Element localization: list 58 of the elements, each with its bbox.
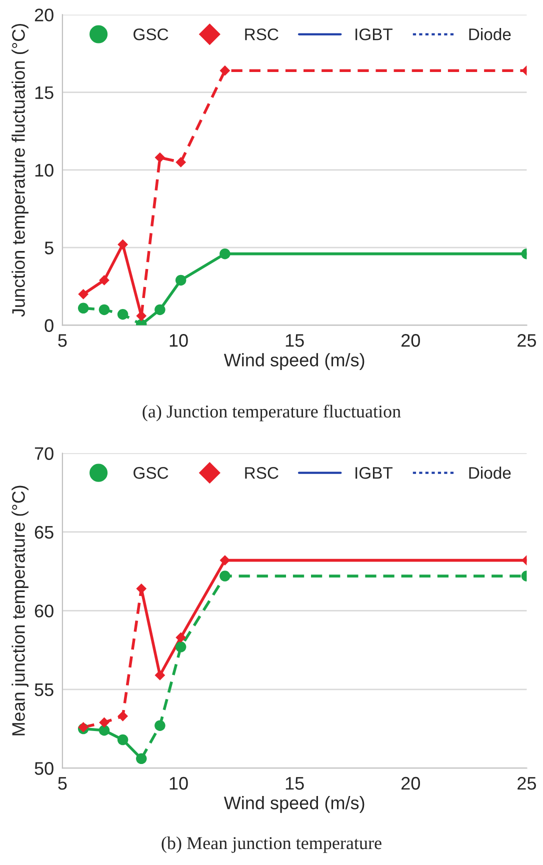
point: [220, 65, 230, 76]
point: [176, 157, 186, 168]
x-tick-label: 20: [402, 334, 420, 347]
legend-label: IGBT: [356, 28, 393, 40]
point: [78, 288, 89, 300]
point: [98, 724, 110, 736]
y-tick-label: 60: [34, 604, 54, 618]
y-axis-title: Mean junction temperature (°C): [12, 486, 28, 736]
point: [220, 248, 230, 260]
y-tick-label: 50: [34, 762, 54, 775]
point: [118, 710, 128, 722]
legend-label: GSC: [134, 28, 168, 40]
legend-label: RSC: [245, 28, 278, 40]
x-tick-label: 25: [518, 334, 536, 347]
x-tick-label: 15: [286, 777, 304, 790]
legend-label: IGBT: [356, 467, 393, 479]
x-tick-label: 5: [58, 334, 67, 347]
y-tick-label: 70: [34, 447, 54, 460]
y-tick-label: 65: [34, 526, 54, 539]
point: [136, 753, 147, 764]
x-tick-label: 15: [286, 334, 304, 347]
x-tick-label: 10: [170, 776, 188, 790]
legend-label: RSC: [245, 467, 278, 479]
point: [98, 304, 110, 316]
point: [117, 308, 128, 320]
point: [154, 720, 166, 731]
y-axis-title: Junction temperature fluctuation (°C): [12, 24, 28, 317]
y-tick-label: 55: [34, 684, 54, 696]
text: (a) Junction temperature fluctuation: [142, 404, 401, 422]
legend-label: Diode: [469, 28, 511, 40]
point: [220, 570, 230, 582]
point: [175, 274, 186, 286]
text: (b) Mean junction temperature: [162, 836, 382, 853]
point: [154, 304, 166, 316]
x-axis-title: Wind speed (m/s): [224, 796, 364, 813]
point: [154, 670, 166, 680]
point: [117, 734, 128, 746]
point: [154, 152, 166, 163]
y-tick-label: 0: [44, 319, 54, 332]
legend-label: Diode: [469, 466, 511, 479]
point: [220, 555, 230, 566]
y-tick-label: 5: [44, 242, 54, 254]
point: [136, 310, 147, 322]
point: [118, 239, 128, 250]
point: [78, 302, 89, 314]
y-tick-label: 15: [35, 86, 54, 100]
y-tick-label: 10: [35, 164, 54, 177]
x-tick-label: 20: [402, 776, 420, 790]
x-tick-label: 5: [58, 777, 67, 790]
point: [99, 717, 110, 728]
x-axis-title: Wind speed (m/s): [224, 353, 364, 370]
point: [176, 632, 186, 643]
point: [175, 642, 186, 652]
x-tick-label: 10: [170, 334, 188, 347]
point: [99, 275, 110, 286]
x-tick-label: 25: [518, 776, 536, 790]
y-tick-label: 20: [34, 8, 54, 22]
legend-label: GSC: [134, 467, 168, 479]
